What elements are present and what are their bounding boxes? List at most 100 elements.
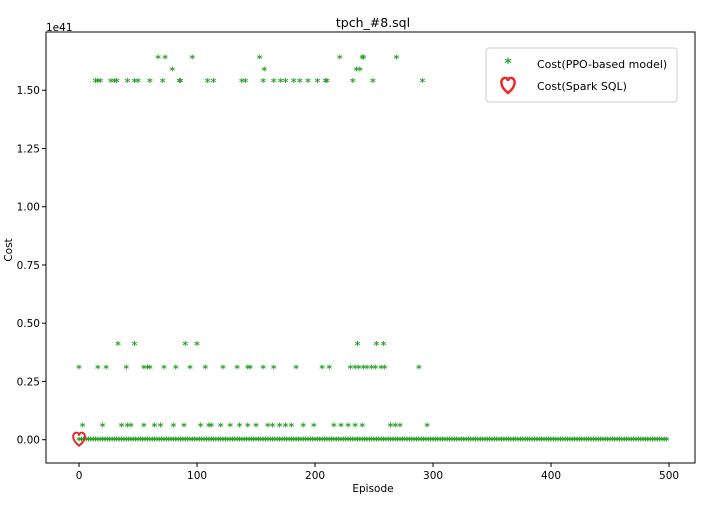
ppo-data-point: * xyxy=(257,53,263,66)
ppo-data-point: * xyxy=(317,435,323,448)
ppo-data-point: * xyxy=(315,76,321,89)
ppo-data-point: * xyxy=(331,435,337,448)
ppo-data-point: * xyxy=(284,435,290,448)
ppo-data-point: * xyxy=(378,435,384,448)
ppo-data-point: * xyxy=(133,435,139,448)
ppo-data-point: * xyxy=(543,435,549,448)
legend-ppo-marker: * xyxy=(504,56,512,72)
ppo-data-point: * xyxy=(359,435,365,448)
ppo-data-point: * xyxy=(93,435,99,448)
ppo-data-point: * xyxy=(115,339,121,352)
ppo-data-point: * xyxy=(381,339,387,352)
ppo-data-point: * xyxy=(265,421,271,434)
ppo-data-point: * xyxy=(425,435,431,448)
ppo-data-point: * xyxy=(260,362,266,375)
ppo-data-point: * xyxy=(652,435,658,448)
ppo-data-point: * xyxy=(289,421,295,434)
ppo-data-point: * xyxy=(256,435,262,448)
ppo-data-point: * xyxy=(281,435,287,448)
ppo-data-point: * xyxy=(345,435,351,448)
ppo-data-point: * xyxy=(187,435,193,448)
ppo-data-point: * xyxy=(97,435,103,448)
ppo-data-point: * xyxy=(103,362,109,375)
ppo-data-point: * xyxy=(208,421,214,434)
ppo-data-point: * xyxy=(551,435,557,448)
ppo-data-point: * xyxy=(180,435,186,448)
ppo-data-point: * xyxy=(199,435,205,448)
ppo-data-point: * xyxy=(260,76,266,89)
ppo-data-point: * xyxy=(440,435,446,448)
legend-spark-label: Cost(Spark SQL) xyxy=(537,80,627,93)
ppo-data-point: * xyxy=(536,435,542,448)
ppo-data-point: * xyxy=(152,421,158,434)
ppo-data-point: * xyxy=(260,435,266,448)
ppo-data-point: * xyxy=(584,435,590,448)
ppo-data-point: * xyxy=(638,435,644,448)
ppo-data-point: * xyxy=(352,362,358,375)
ppo-data-point: * xyxy=(80,421,86,434)
ppo-data-point: * xyxy=(181,421,187,434)
ppo-data-point: * xyxy=(392,435,398,448)
ppo-data-point: * xyxy=(650,435,656,448)
ppo-data-point: * xyxy=(501,435,507,448)
ppo-data-point: * xyxy=(494,435,500,448)
ppo-data-point: * xyxy=(513,435,519,448)
ppo-data-point: * xyxy=(169,64,175,77)
ppo-data-point: * xyxy=(397,435,403,448)
ppo-data-point: * xyxy=(355,339,361,352)
ppo-data-point: * xyxy=(244,435,250,448)
ppo-data-point: * xyxy=(560,435,566,448)
ppo-data-point: * xyxy=(337,53,343,66)
ppo-data-point: * xyxy=(458,435,464,448)
ppo-data-point: * xyxy=(258,435,264,448)
ppo-data-point: * xyxy=(487,435,493,448)
y-tick-label: 1.00 xyxy=(17,202,40,214)
ppo-data-point: * xyxy=(619,435,625,448)
ppo-data-point: * xyxy=(142,435,148,448)
y-axis-title: Cost xyxy=(3,238,15,261)
ppo-data-point: * xyxy=(614,435,620,448)
ppo-data-point: * xyxy=(345,421,351,434)
y-axis-offset-label: 1e41 xyxy=(46,22,73,34)
ppo-data-point: * xyxy=(447,435,453,448)
ppo-data-point: * xyxy=(361,362,367,375)
ppo-data-point: * xyxy=(88,435,94,448)
ppo-data-point: * xyxy=(527,435,533,448)
y-tick-label: 1.50 xyxy=(17,85,40,97)
ppo-data-point: * xyxy=(303,435,309,448)
ppo-data-point: * xyxy=(565,435,571,448)
ppo-data-point: * xyxy=(605,435,611,448)
ppo-data-point: * xyxy=(218,435,224,448)
ppo-data-point: * xyxy=(555,435,561,448)
ppo-data-point: * xyxy=(338,421,344,434)
ppo-data-point: * xyxy=(277,435,283,448)
ppo-data-point: * xyxy=(508,435,514,448)
ppo-data-point: * xyxy=(253,435,259,448)
ppo-data-point: * xyxy=(610,435,616,448)
spark-sql-data-point xyxy=(72,431,86,447)
ppo-data-point: * xyxy=(76,362,82,375)
ppo-data-point: * xyxy=(272,435,278,448)
ppo-data-point: * xyxy=(159,435,165,448)
ppo-data-point: * xyxy=(499,435,505,448)
ppo-data-point: * xyxy=(633,435,639,448)
ppo-data-point: * xyxy=(230,435,236,448)
ppo-data-point: * xyxy=(86,435,92,448)
ppo-data-point: * xyxy=(451,435,457,448)
ppo-data-point: * xyxy=(234,362,240,375)
ppo-data-point: * xyxy=(532,435,538,448)
ppo-data-point: * xyxy=(572,435,578,448)
ppo-data-point: * xyxy=(158,421,164,434)
ppo-data-point: * xyxy=(470,435,476,448)
ppo-data-point: * xyxy=(156,435,162,448)
ppo-data-point: * xyxy=(468,435,474,448)
ppo-data-point: * xyxy=(222,435,228,448)
ppo-data-point: * xyxy=(515,435,521,448)
ppo-data-point: * xyxy=(326,435,332,448)
ppo-data-point: * xyxy=(261,64,267,77)
ppo-data-point: * xyxy=(350,435,356,448)
ppo-data-point: * xyxy=(218,421,224,434)
ppo-data-point: * xyxy=(147,435,153,448)
ppo-data-point: * xyxy=(145,435,151,448)
ppo-data-point: * xyxy=(326,362,332,375)
